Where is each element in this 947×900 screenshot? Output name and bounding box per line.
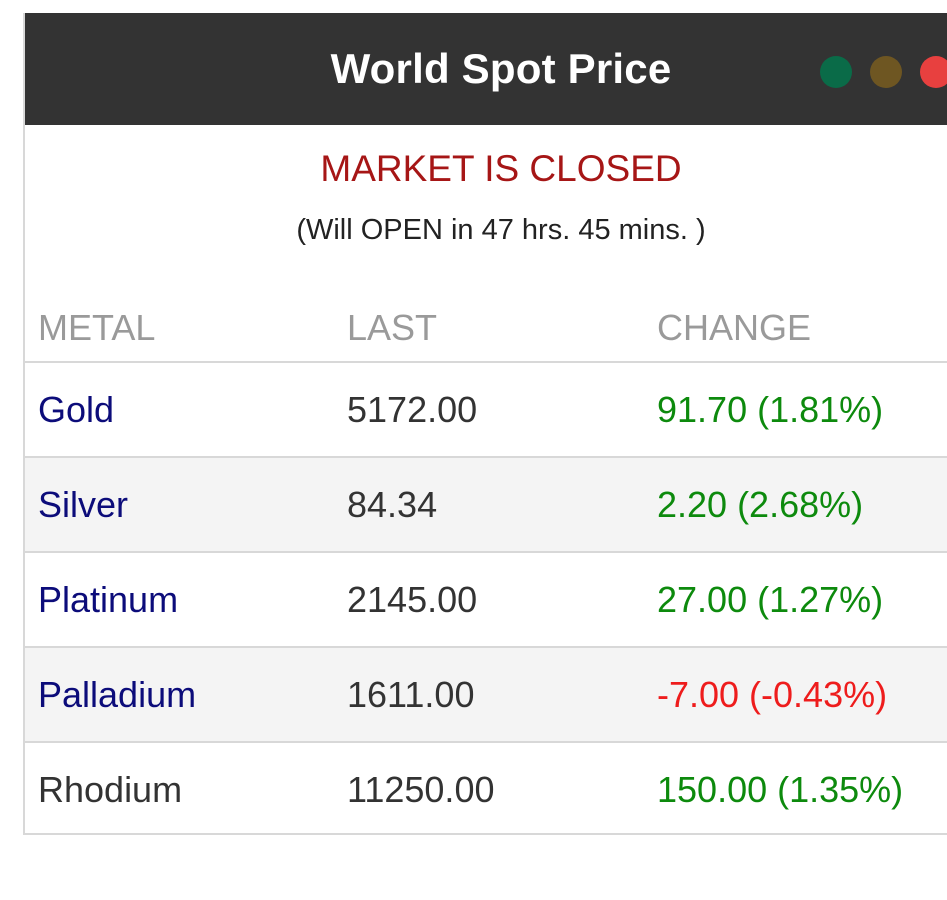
table-row: Platinum 2145.00 27.00 (1.27%)	[25, 553, 947, 648]
metal-link[interactable]: Palladium	[38, 674, 197, 715]
column-header-change: CHANGE	[657, 307, 812, 348]
price-table: METAL LAST CHANGE Gold 5172.00 91.70 (1.…	[25, 295, 947, 837]
metal-link[interactable]: Silver	[38, 484, 129, 525]
price-change: -7.00 (-0.43%)	[657, 674, 888, 715]
market-countdown: (Will OPEN in 47 hrs. 45 mins. )	[296, 214, 706, 246]
column-header-metal: METAL	[38, 307, 156, 348]
column-header-last: LAST	[347, 307, 438, 348]
last-price: 2145.00	[347, 579, 478, 620]
last-price: 84.34	[347, 484, 438, 525]
metal-link[interactable]: Platinum	[38, 579, 179, 620]
price-change: 2.20 (2.68%)	[657, 484, 864, 525]
price-change: 91.70 (1.81%)	[657, 389, 884, 430]
widget-header: World Spot Price	[25, 13, 947, 125]
table-row: Rhodium 11250.00 150.00 (1.35%)	[25, 743, 947, 837]
metal-label: Rhodium	[38, 769, 183, 810]
last-price: 11250.00	[347, 769, 495, 810]
green-dot[interactable]	[820, 56, 852, 88]
table-row: Silver 84.34 2.20 (2.68%)	[25, 458, 947, 553]
last-price: 1611.00	[347, 674, 475, 715]
price-change: 150.00 (1.35%)	[657, 769, 904, 810]
table-row: Palladium 1611.00 -7.00 (-0.43%)	[25, 648, 947, 743]
price-change: 27.00 (1.27%)	[657, 579, 884, 620]
widget-title: World Spot Price	[330, 45, 672, 92]
last-price: 5172.00	[347, 389, 478, 430]
table-header: METAL LAST CHANGE	[25, 295, 947, 363]
market-status: MARKET IS CLOSED	[320, 148, 682, 189]
table-row: Gold 5172.00 91.70 (1.81%)	[25, 363, 947, 458]
metal-link[interactable]: Gold	[38, 389, 115, 430]
yellow-dot[interactable]	[870, 56, 902, 88]
red-dot[interactable]	[920, 56, 947, 88]
spot-price-widget: World Spot Price MARKET IS CLOSED (Will …	[23, 13, 947, 835]
